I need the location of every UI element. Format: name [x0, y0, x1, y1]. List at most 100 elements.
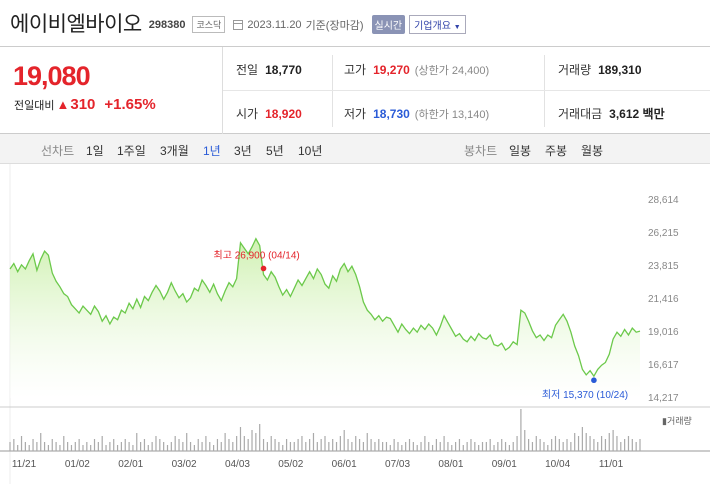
market-badge: 코스닥: [192, 16, 226, 33]
company-overview-label: 기업개요: [414, 21, 451, 32]
volume-bar: [443, 436, 445, 451]
volume-bar: [282, 445, 284, 451]
volume-bar: [9, 442, 11, 451]
volume-bar: [155, 436, 157, 451]
stat-value: 18,920: [265, 107, 302, 121]
quote-date: 2023.11.20: [247, 18, 302, 31]
candle-daily-tab[interactable]: 일봉: [509, 144, 532, 158]
chevron-down-icon: ▼: [453, 24, 461, 31]
period-1d-tab[interactable]: 1일: [86, 144, 104, 158]
volume-bar: [59, 445, 61, 451]
volume-bar: [109, 442, 111, 451]
volume-bar: [220, 442, 222, 451]
volume-bar: [239, 427, 242, 451]
volume-bar: [159, 439, 161, 451]
volume-bar: [132, 445, 134, 451]
candle-weekly-tab[interactable]: 주봉: [545, 144, 568, 158]
volume-bar: [32, 439, 34, 451]
volume-bar: [243, 436, 245, 451]
volume-bar: [143, 439, 146, 451]
candle-monthly-tab[interactable]: 월봉: [581, 144, 604, 158]
period-1w-tab[interactable]: 1주일: [117, 144, 146, 158]
volume-bar: [631, 439, 633, 451]
volume-bar: [635, 442, 637, 451]
y-tick-label: 23,815: [648, 261, 679, 272]
y-tick-label: 16,617: [648, 360, 679, 371]
volume-bar: [451, 445, 453, 451]
x-tick-label: 09/01: [492, 459, 517, 470]
volume-bar: [86, 442, 88, 451]
volume-bar: [627, 436, 630, 451]
stat-sub: (상한가 24,400): [414, 65, 490, 77]
price-line: [9, 237, 641, 378]
volume-bar: [520, 409, 522, 451]
volume-bar: [24, 442, 26, 451]
volume-bar: [385, 442, 388, 451]
volume-bar: [493, 445, 495, 451]
period-3y-tab[interactable]: 3년: [234, 144, 252, 158]
volume-bar: [335, 442, 338, 451]
price-summary: 19,080 전일대비 ▲ 310 +1.65% 전일 18,770 고가 19…: [0, 46, 710, 134]
stat-label: 거래대금: [558, 107, 603, 121]
volume-bar: [236, 436, 238, 451]
volume-bar: [186, 433, 188, 451]
price-change-percent: +1.65%: [104, 96, 156, 113]
volume-bar: [366, 433, 368, 451]
volume-bar: [531, 442, 534, 451]
volume-bar: [197, 439, 199, 451]
volume-bar: [51, 439, 53, 451]
period-5y-tab[interactable]: 5년: [266, 144, 284, 158]
x-tick-label: 06/01: [332, 459, 357, 470]
volume-bar: [612, 430, 614, 451]
volume-bar: [508, 445, 510, 451]
stat-label: 거래량: [558, 63, 592, 77]
company-name[interactable]: 에이비엘바이오: [10, 13, 142, 36]
price-chart[interactable]: 28,614 26,215 23,815 21,416 19,016 16,617 14,2…: [0, 164, 710, 491]
volume-bar: [255, 433, 257, 451]
stat-value: 19,270: [373, 63, 410, 77]
volume-bar: [320, 439, 322, 451]
volume-bar: [128, 442, 130, 451]
volume-bar: [136, 433, 138, 451]
volume-bar: [93, 439, 96, 451]
volume-bar: [270, 436, 272, 451]
stock-code: 298380: [148, 19, 186, 31]
volume-bar: [70, 445, 73, 451]
period-3m-tab[interactable]: 3개월: [160, 144, 189, 158]
volume-bar: [120, 442, 123, 451]
volume-bar: [516, 436, 518, 451]
volume-bar: [147, 445, 149, 451]
stat-value: 18,730: [373, 107, 410, 121]
period-10y-tab[interactable]: 10년: [298, 144, 323, 158]
volume-bar: [401, 445, 403, 451]
volume-bar: [285, 439, 288, 451]
realtime-button[interactable]: 실시간: [371, 15, 406, 34]
volume-bar: [408, 439, 411, 451]
company-overview-button[interactable]: 기업개요 ▼: [409, 15, 466, 34]
volume-bar: [297, 439, 299, 451]
volume-bar: [193, 445, 195, 451]
volume-bar: [435, 439, 438, 451]
volume-bar: [478, 445, 480, 451]
volume-bar: [474, 442, 476, 451]
x-tick-label: 02/01: [118, 459, 143, 470]
period-1y-tab[interactable]: 1년: [203, 144, 221, 158]
volume-bar: [247, 439, 249, 451]
volume-bar: [47, 445, 50, 451]
volume-bar: [178, 439, 180, 451]
calendar-icon: [233, 19, 244, 30]
volume-bar: [535, 436, 537, 451]
max-marker: [260, 265, 267, 272]
x-tick-label: 11/21: [12, 459, 37, 470]
volume-bar: [416, 445, 418, 451]
x-tick-label: 08/01: [438, 459, 463, 470]
volume-bar: [470, 439, 472, 451]
volume-bar: [566, 439, 568, 451]
volume-bar: [581, 427, 583, 451]
volume-bar: [113, 439, 115, 451]
volume-bar: [266, 442, 268, 451]
current-price: 19,080: [13, 61, 91, 91]
volume-bar: [182, 442, 184, 451]
current-price-panel: 19,080 전일대비 ▲ 310 +1.65%: [0, 47, 223, 134]
volume-bar: [55, 442, 57, 451]
